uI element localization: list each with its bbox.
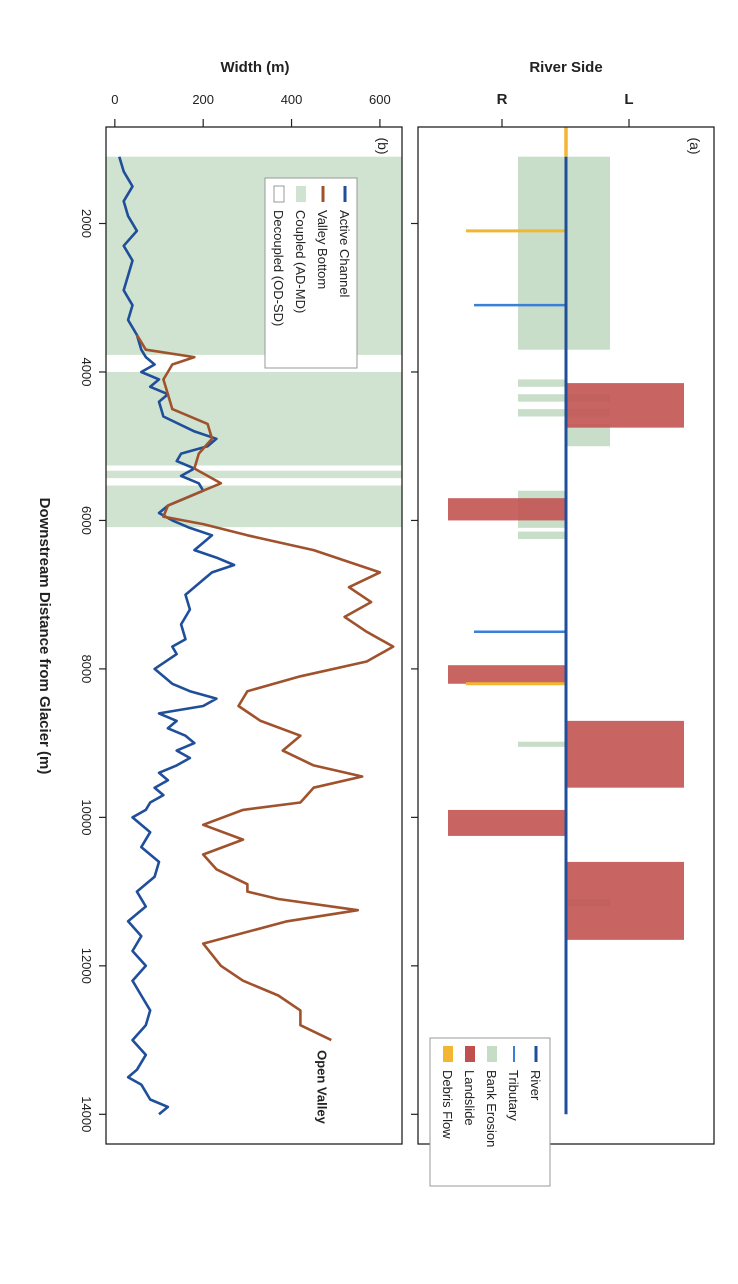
legend-a-label-tributary: Tributary <box>506 1070 521 1121</box>
panel-a-tag: (a) <box>687 137 703 154</box>
bank-erosion-4 <box>566 423 610 447</box>
x-axis-title: Downstream Distance from Glacier (m) <box>36 498 53 775</box>
width-tick-label-0: 0 <box>111 92 118 107</box>
legend-a-label-landslide: Landslide <box>462 1070 477 1126</box>
legend-a-swatch-landslide <box>465 1046 475 1062</box>
landslide-4 <box>448 809 566 836</box>
panel-b-frame <box>105 126 403 1145</box>
landslide-1 <box>448 498 566 521</box>
legend-b-label-2: Coupled (AD-MD) <box>293 210 308 313</box>
width-tick-label-200: 200 <box>192 92 214 107</box>
landslide-0 <box>566 383 684 428</box>
bank-erosion-8 <box>518 741 566 747</box>
panel-a-legend: River Tributary Bank Erosion Landslide Debri… <box>429 1037 551 1187</box>
panel-a-plot-area <box>448 127 684 1115</box>
distance-tick-label-4000: 4000 <box>79 358 94 387</box>
distance-tick-label-8000: 8000 <box>79 654 94 683</box>
panel-b-ylabel: Width (m) <box>220 59 289 76</box>
legend-b-label-0: Active Channel <box>337 210 352 298</box>
distance-axis-ticks: 2000 4000 6000 8000 10000 12000 14000 <box>79 209 418 1132</box>
open-valley-annotation: Open Valley <box>315 1050 330 1124</box>
bank-erosion-3 <box>518 409 610 417</box>
legend-b-label-1: Valley Bottom <box>315 210 330 289</box>
landslide-3 <box>566 720 684 788</box>
panel-b-legend-box <box>264 177 358 369</box>
panel-a-legend-box <box>429 1037 551 1187</box>
legend-b-label-3: Decoupled (OD-SD) <box>271 210 286 326</box>
landslide-5 <box>566 861 684 940</box>
legend-a-label-debris_flow: Debris Flow <box>440 1070 455 1139</box>
bank-erosion-2 <box>518 394 610 402</box>
panel-b: 0 200 400 600 Width (m) (b) Active Channel V… <box>105 59 403 1145</box>
panel-a-ylabel: River Side <box>529 59 602 76</box>
distance-tick-label-10000: 10000 <box>79 799 94 835</box>
bank-erosion-6 <box>518 520 566 528</box>
side-tick-label-R: R <box>497 91 508 108</box>
coupled-band-3 <box>106 485 402 528</box>
coupled-band-2 <box>106 470 402 479</box>
panel-a-frame <box>417 126 715 1145</box>
series-active-channel <box>118 156 236 1116</box>
legend-b-swatch-3 <box>273 185 285 203</box>
distance-tick-label-2000: 2000 <box>79 209 94 238</box>
legend-b-swatch-2 <box>296 186 306 202</box>
landslide-2 <box>448 665 566 684</box>
series-valley-bottom <box>135 334 395 1042</box>
bank-erosion-7 <box>518 531 566 539</box>
side-tick-label-L: L <box>624 91 633 108</box>
width-tick-label-600: 600 <box>369 92 391 107</box>
legend-a-label-river: River <box>528 1070 543 1101</box>
bank-erosion-0 <box>518 156 610 350</box>
legend-a-swatch-bank_erosion <box>487 1046 497 1062</box>
coupled-band-0 <box>106 156 402 355</box>
distance-tick-label-6000: 6000 <box>79 506 94 535</box>
legend-a-label-bank_erosion: Bank Erosion <box>484 1070 499 1147</box>
panel-b-tag: (b) <box>375 137 391 154</box>
distance-tick-label-14000: 14000 <box>79 1096 94 1132</box>
distance-tick-label-12000: 12000 <box>79 948 94 984</box>
panel-b-width-ticks: 0 200 400 600 <box>111 92 391 127</box>
bank-erosion-1 <box>518 379 566 387</box>
legend-a-swatch-debris_flow <box>443 1046 453 1062</box>
panel-b-legend: Active Channel Valley Bottom Coupled (AD-M… <box>264 177 358 369</box>
width-tick-label-400: 400 <box>281 92 303 107</box>
